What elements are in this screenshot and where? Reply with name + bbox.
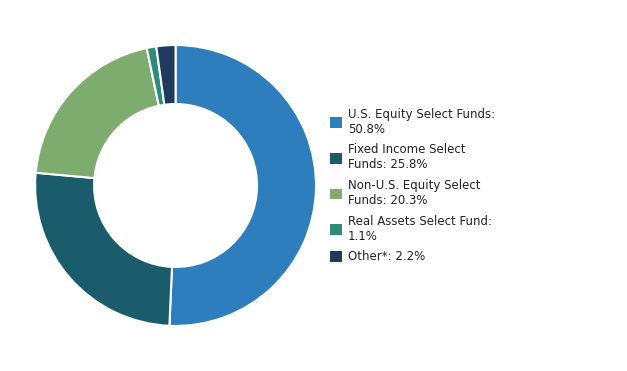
Wedge shape: [147, 46, 164, 106]
Wedge shape: [156, 45, 176, 105]
Wedge shape: [36, 48, 159, 178]
Legend: U.S. Equity Select Funds:
50.8%, Fixed Income Select
Funds: 25.8%, Non-U.S. Equi: U.S. Equity Select Funds: 50.8%, Fixed I…: [330, 108, 495, 263]
Wedge shape: [35, 173, 172, 326]
Wedge shape: [169, 45, 316, 326]
